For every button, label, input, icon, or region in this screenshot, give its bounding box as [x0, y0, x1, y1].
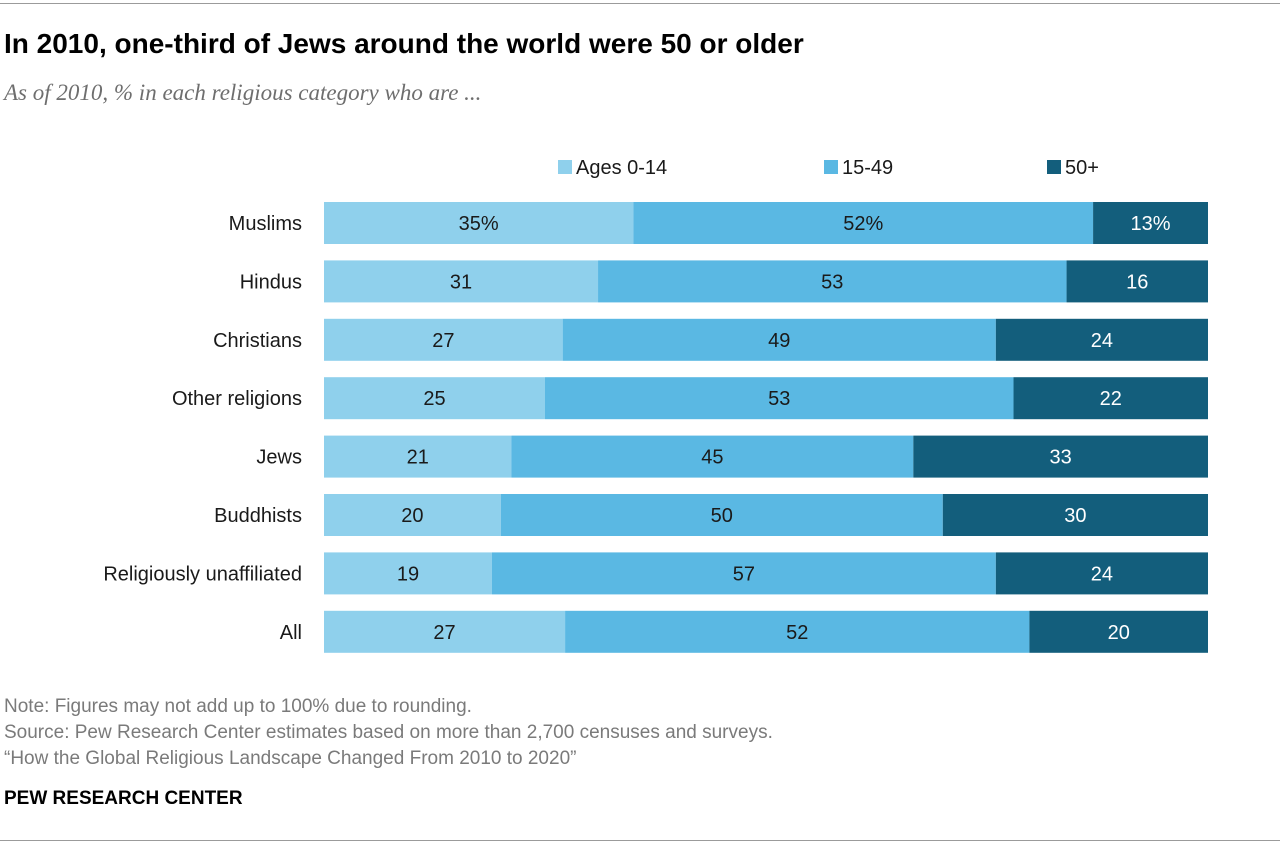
data-label-muslims-15-49: 52%: [843, 213, 883, 235]
data-label-hindus-50: 16: [1126, 271, 1148, 293]
bar-muslims-15-49: [633, 202, 1094, 244]
legend-label-50: 50+: [1065, 157, 1099, 179]
bar-other-religions-50: [1013, 377, 1208, 420]
bar-jews-50: [913, 435, 1208, 478]
source-text: Source: Pew Research Center estimates ba…: [4, 722, 773, 743]
data-label-buddhists-15-49: 50: [711, 505, 733, 527]
legend-swatch-15-49: [824, 160, 838, 174]
bar-jews-ages-0-14: [324, 435, 512, 478]
legend-swatch-50: [1047, 160, 1061, 174]
category-label-hindus: Hindus: [240, 271, 302, 293]
bar-buddhists-ages-0-14: [324, 494, 501, 536]
data-label-other-religions-ages-0-14: 25: [423, 388, 445, 410]
data-label-jews-15-49: 45: [701, 447, 723, 469]
data-label-all-50: 20: [1108, 622, 1130, 644]
data-label-christians-50: 24: [1091, 330, 1113, 352]
bar-muslims-ages-0-14: [324, 202, 634, 244]
bar-all-50: [1029, 610, 1208, 653]
category-label-jews: Jews: [256, 447, 302, 469]
notes-block: Note: Figures may not add up to 100% due…: [4, 694, 773, 772]
bar-religiously-unaffiliated-15-49: [491, 552, 996, 595]
brand-logo-text: PEW RESEARCH CENTER: [4, 788, 243, 809]
data-label-christians-15-49: 49: [768, 330, 790, 352]
bar-hindus-15-49: [598, 260, 1067, 303]
top-rule: [0, 3, 1280, 4]
data-label-buddhists-ages-0-14: 20: [401, 505, 423, 527]
data-label-hindus-15-49: 53: [821, 271, 843, 293]
bar-christians-15-49: [562, 318, 996, 361]
bar-christians-50: [995, 318, 1208, 361]
legend-swatch-ages-0-14: [558, 160, 572, 174]
data-label-religiously-unaffiliated-50: 24: [1091, 563, 1113, 585]
bar-hindus-50: [1066, 260, 1208, 303]
data-label-muslims-ages-0-14: 35%: [459, 213, 499, 235]
bar-other-religions-ages-0-14: [324, 377, 545, 420]
category-label-other-religions: Other religions: [172, 388, 302, 410]
category-label-muslims: Muslims: [229, 213, 302, 235]
bar-muslims-50: [1093, 202, 1208, 244]
chart-subtitle: As of 2010, % in each religious category…: [4, 80, 482, 105]
bar-hindus-ages-0-14: [324, 260, 599, 303]
category-label-christians: Christians: [213, 330, 302, 352]
bar-buddhists-50: [942, 494, 1208, 536]
report-title-text: “How the Global Religious Landscape Chan…: [4, 748, 577, 769]
data-label-hindus-ages-0-14: 31: [450, 271, 472, 293]
legend-label-ages-0-14: Ages 0-14: [576, 157, 667, 179]
bar-all-15-49: [565, 610, 1030, 653]
bar-other-religions-15-49: [545, 377, 1014, 420]
legend-label-15-49: 15-49: [842, 157, 893, 179]
data-label-other-religions-15-49: 53: [768, 388, 790, 410]
note-text: Note: Figures may not add up to 100% due…: [4, 696, 472, 717]
category-label-all: All: [280, 622, 302, 644]
bar-all-ages-0-14: [324, 610, 566, 653]
data-label-other-religions-50: 22: [1100, 388, 1122, 410]
data-label-all-ages-0-14: 27: [433, 622, 455, 644]
data-label-jews-ages-0-14: 21: [407, 447, 429, 469]
category-label-buddhists: Buddhists: [214, 505, 302, 527]
data-label-all-15-49: 52: [786, 622, 808, 644]
category-label-religiously-unaffiliated: Religiously unaffiliated: [103, 563, 302, 585]
data-label-religiously-unaffiliated-ages-0-14: 19: [397, 563, 419, 585]
bottom-rule: [0, 840, 1280, 841]
bar-religiously-unaffiliated-50: [995, 552, 1208, 595]
bar-christians-ages-0-14: [324, 318, 563, 361]
chart-title: In 2010, one-third of Jews around the wo…: [4, 28, 804, 59]
stacked-bar-chart: Ages 0-14 15-49 50+ Muslims 35% 52% 13% Hindus 3…: [103, 157, 1208, 653]
data-label-jews-50: 33: [1050, 447, 1072, 469]
data-label-muslims-50: 13%: [1131, 213, 1171, 235]
bar-religiously-unaffiliated-ages-0-14: [324, 552, 492, 595]
data-label-religiously-unaffiliated-15-49: 57: [733, 563, 755, 585]
data-label-christians-ages-0-14: 27: [432, 330, 454, 352]
bar-jews-15-49: [511, 435, 914, 478]
data-label-buddhists-50: 30: [1064, 505, 1086, 527]
bar-buddhists-15-49: [500, 494, 943, 536]
